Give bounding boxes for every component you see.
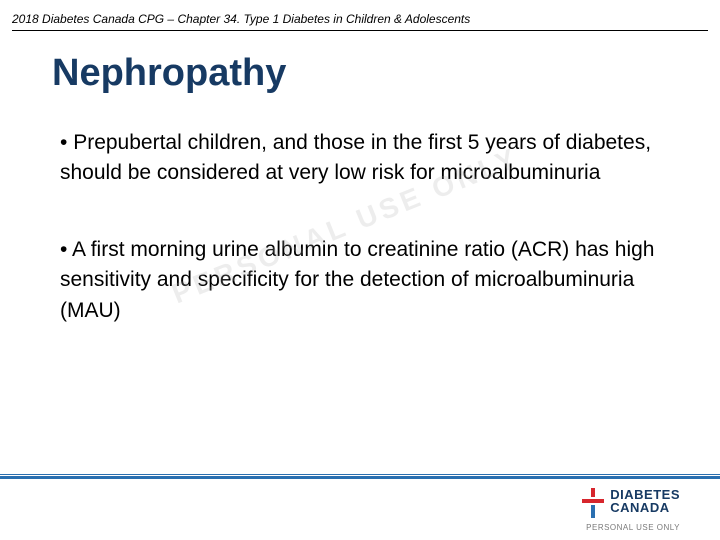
- bullet-list: • Prepubertal children, and those in the…: [60, 128, 660, 372]
- footer-rule-thick: [0, 476, 720, 479]
- bullet-marker: •: [60, 238, 72, 261]
- logo-text: DIABETES CANADA: [610, 488, 680, 514]
- list-item: • Prepubertal children, and those in the…: [60, 128, 660, 189]
- header-rule: [12, 30, 708, 31]
- header-breadcrumb: 2018 Diabetes Canada CPG – Chapter 34. T…: [12, 12, 470, 26]
- bullet-text: A first morning urine albumin to creatin…: [60, 238, 654, 322]
- logo-mark-icon: [582, 488, 604, 518]
- brand-logo: DIABETES CANADA: [582, 488, 680, 518]
- bullet-text: Prepubertal children, and those in the f…: [60, 131, 651, 184]
- page-title: Nephropathy: [52, 52, 286, 95]
- list-item: • A first morning urine albumin to creat…: [60, 235, 660, 326]
- footer-rule: [0, 474, 720, 478]
- slide: 2018 Diabetes Canada CPG – Chapter 34. T…: [0, 0, 720, 540]
- footer-rule-thin: [0, 474, 720, 475]
- footer-note: PERSONAL USE ONLY: [586, 523, 680, 532]
- logo-line2: CANADA: [610, 501, 680, 514]
- bullet-marker: •: [60, 131, 73, 154]
